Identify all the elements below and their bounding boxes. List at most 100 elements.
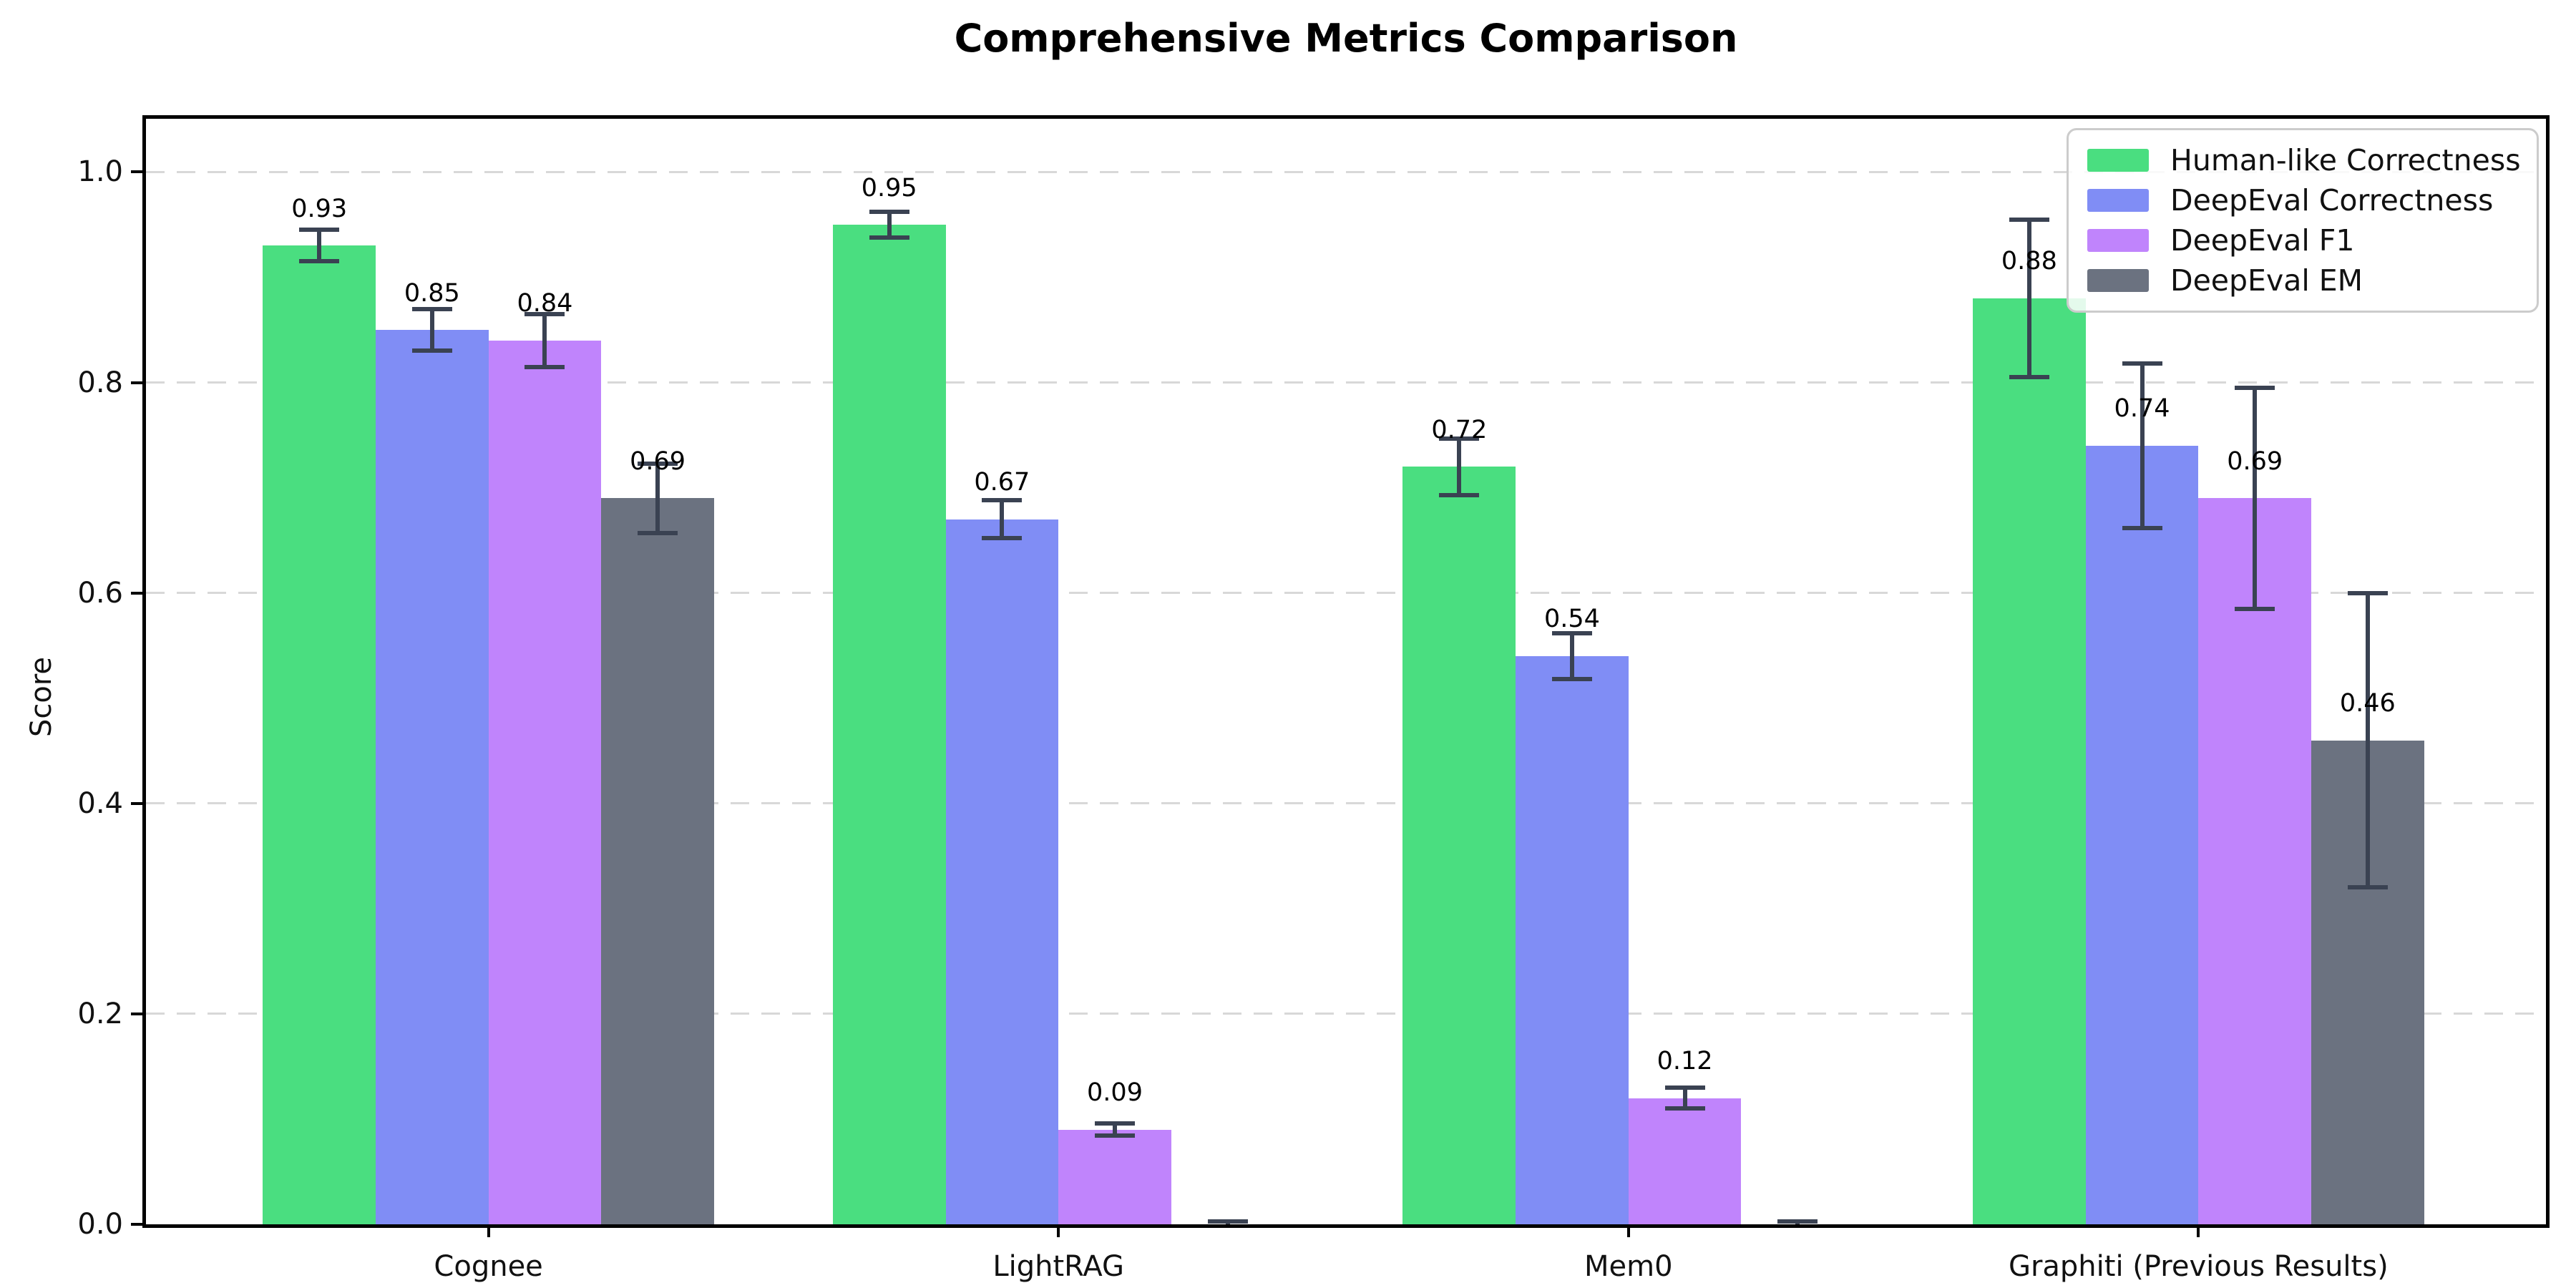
gridline <box>146 592 2546 595</box>
legend-item: DeepEval EM <box>2087 262 2518 299</box>
value-label: 0.69 <box>2227 447 2283 476</box>
error-bar-line <box>1113 1123 1117 1136</box>
error-bar-line <box>2140 364 2145 528</box>
error-bar-cap-bottom <box>299 259 340 264</box>
bar <box>2198 498 2311 1224</box>
legend-item: DeepEval F1 <box>2087 222 2518 259</box>
error-bar-cap-bottom <box>2235 606 2275 611</box>
error-bar-cap-top <box>2122 361 2162 366</box>
bar <box>601 498 714 1224</box>
legend-label: Human-like Correctness <box>2170 143 2521 177</box>
error-bar-line <box>2026 219 2031 378</box>
error-bar-line <box>429 308 434 351</box>
bar <box>1973 298 2086 1224</box>
legend-swatch <box>2087 269 2149 292</box>
y-tick-label: 0.6 <box>77 576 123 610</box>
y-tick-label: 0.0 <box>77 1208 123 1241</box>
value-label: 0.54 <box>1543 605 1600 634</box>
error-bar-cap-top <box>1439 436 1480 441</box>
error-bar-line <box>1457 438 1462 495</box>
error-bar-cap-top <box>869 210 909 215</box>
value-label: 0.84 <box>517 289 573 318</box>
error-bar-cap-top <box>525 311 565 316</box>
legend-label: DeepEval EM <box>2170 263 2363 298</box>
error-bar-cap-bottom <box>2122 525 2162 530</box>
legend-item: Human-like Correctness <box>2087 142 2521 179</box>
error-bar-cap-top <box>1551 630 1592 635</box>
error-bar-line <box>655 463 660 533</box>
x-tick-label: Mem0 <box>1584 1250 1673 1283</box>
error-bar-cap-top <box>1207 1219 1248 1224</box>
value-label: 0.95 <box>861 173 917 203</box>
legend-label: DeepEval Correctness <box>2170 183 2494 218</box>
error-bar-cap-top <box>299 228 340 233</box>
value-label: 0.67 <box>974 468 1030 497</box>
legend-item: DeepEval Correctness <box>2087 182 2518 219</box>
chart-title: Comprehensive Metrics Comparison <box>954 16 1738 61</box>
bar <box>263 245 376 1224</box>
x-tick-label: Cognee <box>434 1250 543 1283</box>
y-tick-label: 1.0 <box>77 155 123 189</box>
error-bar-line <box>2253 387 2258 609</box>
value-label: 0.72 <box>1431 415 1488 444</box>
error-bar-cap-bottom <box>1551 677 1592 682</box>
error-bar-line <box>2365 592 2370 888</box>
error-bar-line <box>887 212 892 238</box>
value-label: 0.46 <box>2339 689 2396 718</box>
error-bar-line <box>1569 633 1574 680</box>
error-bar-cap-top <box>982 498 1023 503</box>
y-tick-label: 0.8 <box>77 366 123 399</box>
error-bar-cap-bottom <box>1664 1106 1705 1111</box>
gridline <box>146 170 2546 173</box>
error-bar-cap-bottom <box>2347 885 2388 890</box>
value-label: 0.12 <box>1657 1047 1713 1076</box>
legend-swatch <box>2087 229 2149 252</box>
error-bar-line <box>317 230 322 262</box>
error-bar-line <box>1682 1087 1687 1109</box>
error-bar-cap-bottom <box>638 530 678 535</box>
bar <box>375 330 489 1224</box>
error-bar-cap-bottom <box>525 364 565 369</box>
legend-swatch <box>2087 149 2149 172</box>
error-bar-line <box>542 313 547 367</box>
bar <box>945 519 1059 1224</box>
error-bar-cap-bottom <box>869 235 909 240</box>
error-bar-cap-top <box>1095 1121 1135 1126</box>
legend: Human-like Correctness DeepEval Correctne… <box>2067 128 2539 313</box>
value-label: 0.69 <box>630 447 686 476</box>
x-tick-label: Graphiti (Previous Results) <box>2008 1250 2389 1283</box>
bar <box>1058 1129 1171 1224</box>
error-bar-line <box>1000 500 1005 539</box>
error-bar-cap-top <box>411 306 452 311</box>
bar <box>1628 1098 1742 1224</box>
error-bar-cap-bottom <box>982 536 1023 541</box>
bar <box>2085 445 2199 1224</box>
value-label: 0.88 <box>2001 247 2057 276</box>
y-axis-label: Score <box>25 656 58 738</box>
bar <box>488 340 602 1224</box>
y-tick-label: 0.2 <box>77 997 123 1030</box>
error-bar-cap-top <box>2347 590 2388 595</box>
error-bar-cap-bottom <box>411 348 452 353</box>
legend-label: DeepEval F1 <box>2170 223 2355 258</box>
error-bar-cap-top <box>638 461 678 466</box>
error-bar-cap-top <box>2009 217 2049 222</box>
bar <box>1516 655 1629 1224</box>
value-label: 0.93 <box>291 194 348 223</box>
bar <box>1402 467 1516 1224</box>
error-bar-cap-bottom <box>2009 375 2049 380</box>
value-label: 0.85 <box>404 278 460 308</box>
gridline <box>146 1013 2546 1015</box>
error-bar-cap-bottom <box>1095 1133 1135 1138</box>
error-bar-cap-bottom <box>1439 492 1480 497</box>
gridline <box>146 381 2546 384</box>
bar <box>832 225 946 1224</box>
error-bar-cap-top <box>1664 1085 1705 1090</box>
gridline <box>146 802 2546 805</box>
value-label: 0.74 <box>2114 394 2170 424</box>
error-bar-cap-top <box>2235 385 2275 390</box>
value-label: 0.09 <box>1087 1078 1143 1108</box>
x-tick-label: LightRAG <box>992 1250 1125 1283</box>
error-bar-cap-top <box>1777 1219 1818 1224</box>
